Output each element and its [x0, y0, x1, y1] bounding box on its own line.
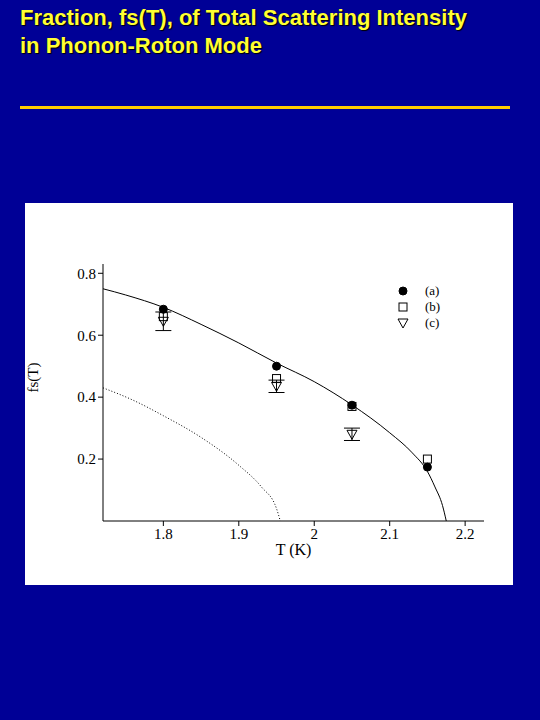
svg-text:fs(T): fs(T) — [25, 363, 42, 393]
svg-text:T (K): T (K) — [276, 541, 312, 559]
html-text:(a): (a) — [425, 283, 440, 298]
svg-text:2.1: 2.1 — [380, 526, 399, 542]
svg-text:0.8: 0.8 — [77, 266, 96, 282]
svg-text:2: 2 — [310, 526, 318, 542]
svg-text:1.9: 1.9 — [229, 526, 248, 542]
svg-text:0.2: 0.2 — [77, 451, 96, 467]
html-text:Fraction, fs(T), of Total Scat: Fraction, fs(T), of Total Scattering Int… — [20, 5, 467, 58]
svg-text:1.8: 1.8 — [154, 526, 173, 542]
html-text:(b): (b) — [425, 299, 441, 314]
html-text:(c): (c) — [425, 315, 440, 330]
svg-text:0.4: 0.4 — [77, 389, 96, 405]
svg-text:2.2: 2.2 — [456, 526, 475, 542]
svg-text:0.6: 0.6 — [77, 328, 96, 344]
